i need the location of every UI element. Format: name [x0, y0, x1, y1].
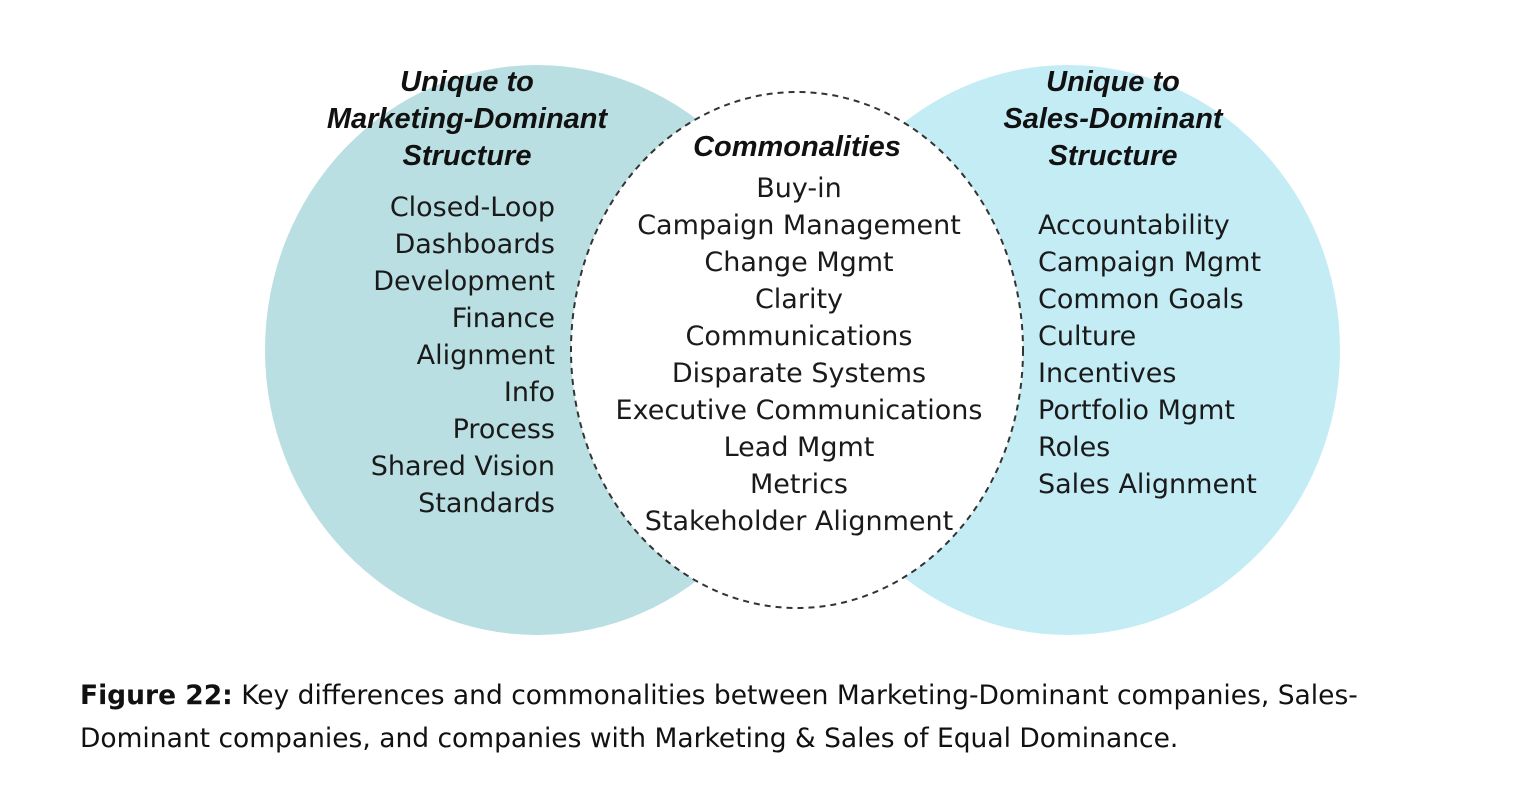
commonality-item: Executive Communications	[616, 395, 983, 426]
sales-item: Common Goals	[1038, 284, 1244, 315]
figure-caption-text: Key differences and commonalities betwee…	[80, 680, 1358, 754]
venn-diagram: Unique to Marketing-Dominant Structure Clo…	[265, 65, 1340, 635]
marketing-dominant-heading: Unique to Marketing-Dominant Structure	[327, 66, 609, 172]
marketing-item: Info	[504, 377, 555, 408]
commonalities-heading: Commonalities	[693, 131, 901, 163]
commonality-item: Communications	[686, 321, 913, 352]
marketing-item: Dashboards	[394, 229, 555, 260]
marketing-dominant-list: Closed-Loop Dashboards Development Finance A…	[371, 192, 555, 519]
marketing-heading-line: Unique to	[400, 66, 534, 98]
sales-heading-line: Sales-Dominant	[1003, 103, 1223, 135]
sales-heading-line: Structure	[1049, 140, 1178, 172]
sales-item: Culture	[1038, 321, 1136, 352]
marketing-item: Finance	[452, 303, 555, 334]
sales-item: Portfolio Mgmt	[1038, 395, 1235, 426]
sales-item: Incentives	[1038, 358, 1176, 389]
sales-heading-line: Unique to	[1046, 66, 1180, 98]
figure-caption: Figure 22: Key differences and commonali…	[80, 674, 1480, 760]
marketing-item: Shared Vision	[371, 451, 555, 482]
commonality-item: Campaign Management	[637, 210, 961, 241]
commonality-item: Stakeholder Alignment	[645, 506, 953, 537]
commonality-item: Metrics	[750, 469, 848, 500]
marketing-item: Process	[453, 414, 555, 445]
commonality-item: Buy-in	[756, 173, 842, 204]
commonality-item: Lead Mgmt	[724, 432, 875, 463]
commonalities-circle	[570, 91, 1024, 609]
commonality-item: Change Mgmt	[704, 247, 893, 278]
sales-item: Campaign Mgmt	[1038, 247, 1261, 278]
sales-dominant-heading: Unique to Sales-Dominant Structure	[1003, 66, 1223, 172]
figure-label: Figure 22:	[80, 680, 233, 711]
marketing-item: Alignment	[417, 340, 555, 371]
sales-item: Accountability	[1038, 210, 1230, 241]
sales-item: Roles	[1038, 432, 1110, 463]
commonalities-list: Buy-in Campaign Management Change Mgmt Clar…	[616, 173, 983, 537]
sales-item: Sales Alignment	[1038, 469, 1257, 500]
sales-dominant-list: Accountability Campaign Mgmt Common Goals C…	[1038, 210, 1261, 500]
marketing-item: Closed-Loop	[390, 192, 555, 223]
marketing-item: Development	[373, 266, 555, 297]
commonality-item: Disparate Systems	[672, 358, 926, 389]
marketing-heading-line: Marketing-Dominant	[327, 103, 609, 135]
marketing-heading-line: Structure	[403, 140, 532, 172]
marketing-item: Standards	[418, 488, 555, 519]
commonality-item: Clarity	[755, 284, 843, 315]
